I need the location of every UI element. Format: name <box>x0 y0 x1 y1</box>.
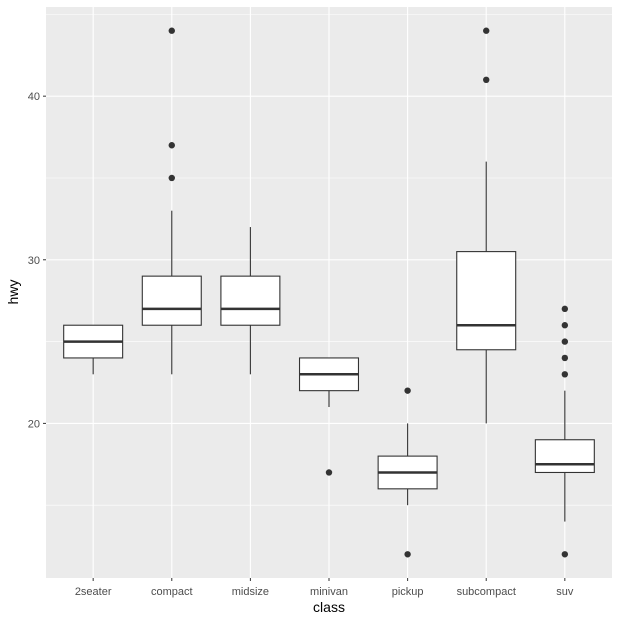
y-tick-label: 30 <box>28 255 40 267</box>
outlier-point <box>561 322 569 329</box>
y-tick-label: 20 <box>28 418 40 430</box>
x-tick-label: subcompact <box>457 586 516 598</box>
x-tick-label: minivan <box>310 586 348 598</box>
outlier-point <box>168 174 175 182</box>
y-axis-title: hwy <box>5 280 21 305</box>
outlier-point <box>168 27 175 34</box>
outlier-point <box>404 551 411 558</box>
outlier-point <box>483 27 490 34</box>
outlier-point <box>483 76 490 84</box>
box-midsize <box>220 275 281 326</box>
x-axis-title: class <box>313 599 345 615</box>
outlier-point <box>168 142 175 149</box>
box-compact <box>141 275 202 326</box>
outlier-point <box>325 469 333 476</box>
outlier-point <box>561 354 569 362</box>
x-tick-label: suv <box>556 586 574 598</box>
x-tick-label: pickup <box>392 586 424 598</box>
outlier-point <box>561 338 569 345</box>
outlier-point <box>404 387 411 394</box>
box-subcompact <box>456 251 517 351</box>
outlier-point <box>561 305 569 313</box>
y-tick-label: 40 <box>28 91 40 103</box>
x-tick-label: compact <box>151 586 193 598</box>
x-tick-label: midsize <box>232 586 269 598</box>
box-suv <box>534 439 595 474</box>
x-tick-label: 2seater <box>75 586 112 598</box>
outlier-point <box>561 371 569 378</box>
outlier-point <box>561 551 569 558</box>
